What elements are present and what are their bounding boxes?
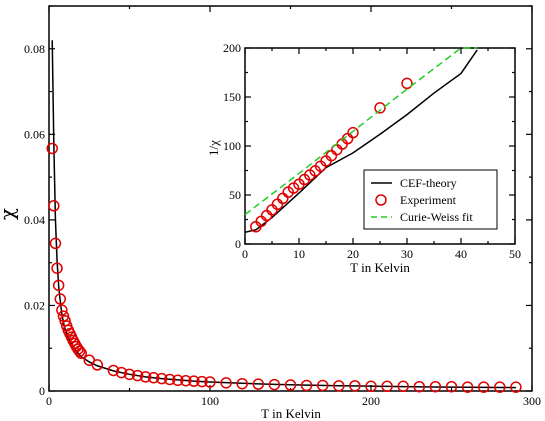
- main-data-point: [445, 380, 458, 393]
- main-data-point: [477, 381, 490, 393]
- legend-marker-experiment: [375, 194, 387, 206]
- main-data-point: [107, 364, 120, 377]
- main-data-point: [180, 374, 192, 387]
- main-data-point: [188, 375, 200, 387]
- main-data-point: [57, 310, 70, 322]
- main-data-point: [54, 293, 67, 305]
- main-data-point: [365, 380, 377, 393]
- main-y-tick-label: 0.06: [24, 127, 45, 141]
- main-y-tick-label: 0.04: [24, 213, 45, 227]
- main-data-point: [46, 142, 58, 155]
- main-data-point: [123, 368, 136, 381]
- main-data-point: [300, 379, 313, 392]
- main-data-point: [49, 237, 62, 250]
- main-data-point: [349, 380, 361, 392]
- main-y-tick-label: 0.02: [24, 298, 45, 312]
- legend-label-curie-weiss: Curie-Weiss fit: [400, 210, 473, 224]
- main-x-tick-label: 200: [362, 394, 380, 408]
- main-data-point: [381, 380, 393, 393]
- main-data-point: [115, 366, 128, 379]
- main-xlabel: T in Kelvin: [261, 406, 321, 421]
- main-data-point: [204, 376, 216, 388]
- legend-label-experiment: Experiment: [400, 193, 457, 207]
- main-x-tick-label: 0: [46, 394, 52, 408]
- main-data-point: [131, 369, 144, 382]
- inset-data-point: [401, 77, 413, 90]
- inset-y-tick-label: 50: [229, 188, 241, 202]
- main-data-point: [155, 372, 168, 385]
- legend-label-cef: CEF-theory: [400, 176, 457, 190]
- main-data-point: [461, 381, 474, 393]
- main-x-tick-label: 100: [201, 394, 219, 408]
- main-data-point: [91, 359, 104, 371]
- main-data-point: [73, 345, 86, 357]
- main-data-point: [52, 279, 65, 292]
- inset-y-tick-label: 200: [223, 41, 241, 55]
- main-data-point: [429, 380, 442, 393]
- inset-xlabel: T in Kelvin: [350, 260, 410, 275]
- main-data-point: [56, 304, 68, 316]
- inset-series-2-line: [244, 47, 478, 216]
- main-data-point: [333, 380, 345, 392]
- main-data-point: [413, 380, 426, 393]
- main-data-point: [268, 378, 281, 391]
- main-series-layer: [46, 40, 522, 393]
- inset-x-tick-label: 40: [455, 247, 467, 261]
- inset-x-tick-label: 30: [401, 247, 413, 261]
- main-data-point: [48, 200, 60, 212]
- inset-x-tick-label: 50: [509, 247, 521, 261]
- main-data-point: [494, 381, 506, 393]
- inset-data-point: [347, 126, 359, 139]
- main-data-point: [397, 380, 409, 393]
- main-data-point: [236, 377, 248, 390]
- inset-y-tick-label: 0: [235, 237, 241, 251]
- main-data-point: [510, 381, 522, 393]
- inset-x-tick-label: 10: [293, 247, 305, 261]
- main-data-point: [196, 375, 208, 388]
- main-data-point: [316, 379, 329, 392]
- main-data-point: [147, 371, 160, 384]
- inset-series-layer: [244, 47, 478, 233]
- inset-x-tick-label: 20: [347, 247, 359, 261]
- inset-x-tick-label: 0: [242, 247, 248, 261]
- main-y-tick-label: 0.08: [24, 42, 45, 56]
- main-y-tick-label: 0: [39, 384, 45, 398]
- main-x-tick-label: 300: [523, 394, 541, 408]
- main-data-point: [164, 373, 176, 386]
- inset-y-tick-label: 150: [223, 90, 241, 104]
- main-ylabel: χ: [0, 208, 19, 220]
- inset-legend: CEF-theory Experiment Curie-Weiss fit: [363, 169, 498, 230]
- main-data-point: [172, 374, 184, 387]
- main-data-point: [75, 347, 87, 360]
- inset-ylabel: 1/χ: [206, 140, 221, 156]
- inset-axis-ticks: 0 10 20 30 40 50 0 50 100 150 200: [223, 41, 521, 261]
- main-data-point: [284, 379, 297, 391]
- main-data-point: [51, 262, 63, 274]
- inset-data-point: [374, 102, 386, 114]
- main-data-point: [220, 377, 232, 389]
- main-data-point: [252, 378, 265, 390]
- main-data-point: [139, 371, 152, 383]
- inset-y-tick-label: 100: [223, 139, 241, 153]
